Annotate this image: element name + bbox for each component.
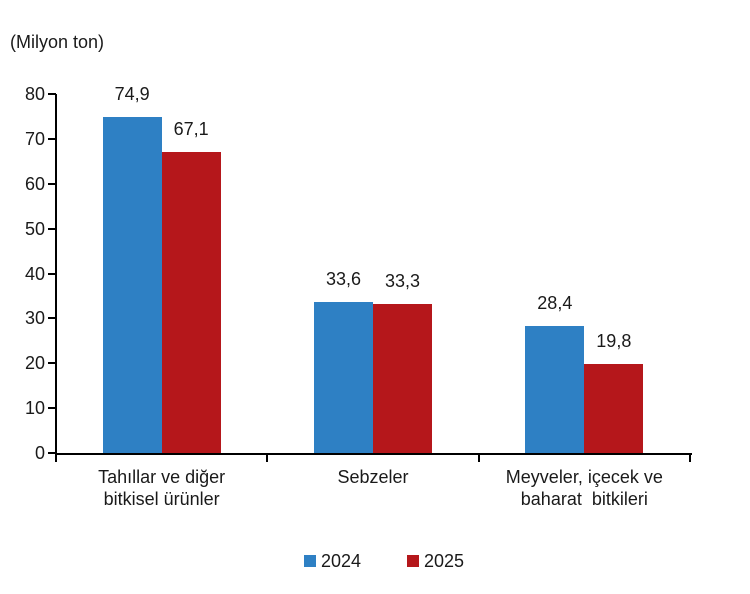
y-axis-tick-label: 10 (24, 398, 45, 419)
value-label-2025-category-1: 33,3 (384, 270, 421, 291)
legend-item-2024: 2024 (303, 551, 361, 571)
y-axis-tick (48, 93, 56, 95)
category-label-line: baharat bitkileri (520, 489, 648, 509)
legend-color-swatch-2025 (407, 555, 419, 567)
bar-2024-category-1 (314, 302, 373, 453)
category-label-line: Meyveler, içecek ve (505, 467, 663, 487)
y-axis-tick (48, 362, 56, 365)
bar-2025-category-1 (373, 303, 432, 453)
y-axis-tick-label: 70 (24, 128, 45, 149)
x-axis-tick (477, 453, 480, 462)
value-label-2024-category-0: 74,9 (114, 83, 150, 104)
x-axis-tick (689, 453, 691, 462)
value-label-2025-category-2: 19,8 (596, 331, 632, 352)
legend-color-swatch-2024 (303, 555, 316, 567)
category-label-line: bitkisel ürünler (103, 489, 220, 509)
legend: 2024 2025 (0, 549, 750, 573)
y-axis-tick (48, 272, 56, 275)
category-label-2: Meyveler, içecek ve baharat bitkileri (469, 466, 699, 510)
y-axis-tick-label: 80 (24, 84, 45, 104)
category-label-line: Tahıllar ve diğer (98, 467, 226, 487)
y-axis-tick-label: 50 (24, 218, 45, 239)
y-axis-tick-label: 20 (24, 353, 45, 374)
bar-2025-category-0 (161, 151, 221, 453)
value-label-2024-category-2: 28,4 (537, 292, 573, 313)
y-axis-tick-label: 60 (24, 173, 45, 194)
y-axis-tick (48, 137, 56, 140)
value-label-2024-category-1: 33,6 (325, 269, 362, 290)
y-axis-tick-label: 0 (34, 443, 45, 463)
value-label-2025-category-0: 67,1 (173, 118, 209, 139)
x-axis-tick (266, 453, 269, 462)
y-axis-tick (48, 227, 56, 230)
bar-2024-category-0 (102, 116, 162, 453)
legend-item-2025: 2025 (407, 551, 464, 571)
category-label-1: Sebzeler (258, 466, 488, 488)
y-axis-line (55, 94, 57, 455)
bar-2025-category-2 (584, 364, 644, 453)
y-axis-tick (48, 182, 56, 185)
y-axis-unit-label: (Milyon ton) (10, 32, 105, 52)
x-axis-line (55, 453, 692, 455)
category-label-line: Sebzeler (337, 467, 409, 487)
bar-2024-category-2 (525, 325, 585, 453)
x-axis-tick (55, 453, 57, 462)
y-axis-tick-label: 30 (24, 308, 45, 329)
legend-label-2024: 2024 (320, 551, 361, 571)
category-label-0: Tahıllar ve diğer bitkisel ürünler (47, 466, 277, 510)
legend-label-2025: 2025 (424, 551, 465, 571)
y-axis-tick (48, 407, 56, 410)
y-axis-tick (48, 452, 56, 454)
y-axis-tick-label: 40 (24, 263, 45, 284)
y-axis-tick (48, 317, 56, 320)
